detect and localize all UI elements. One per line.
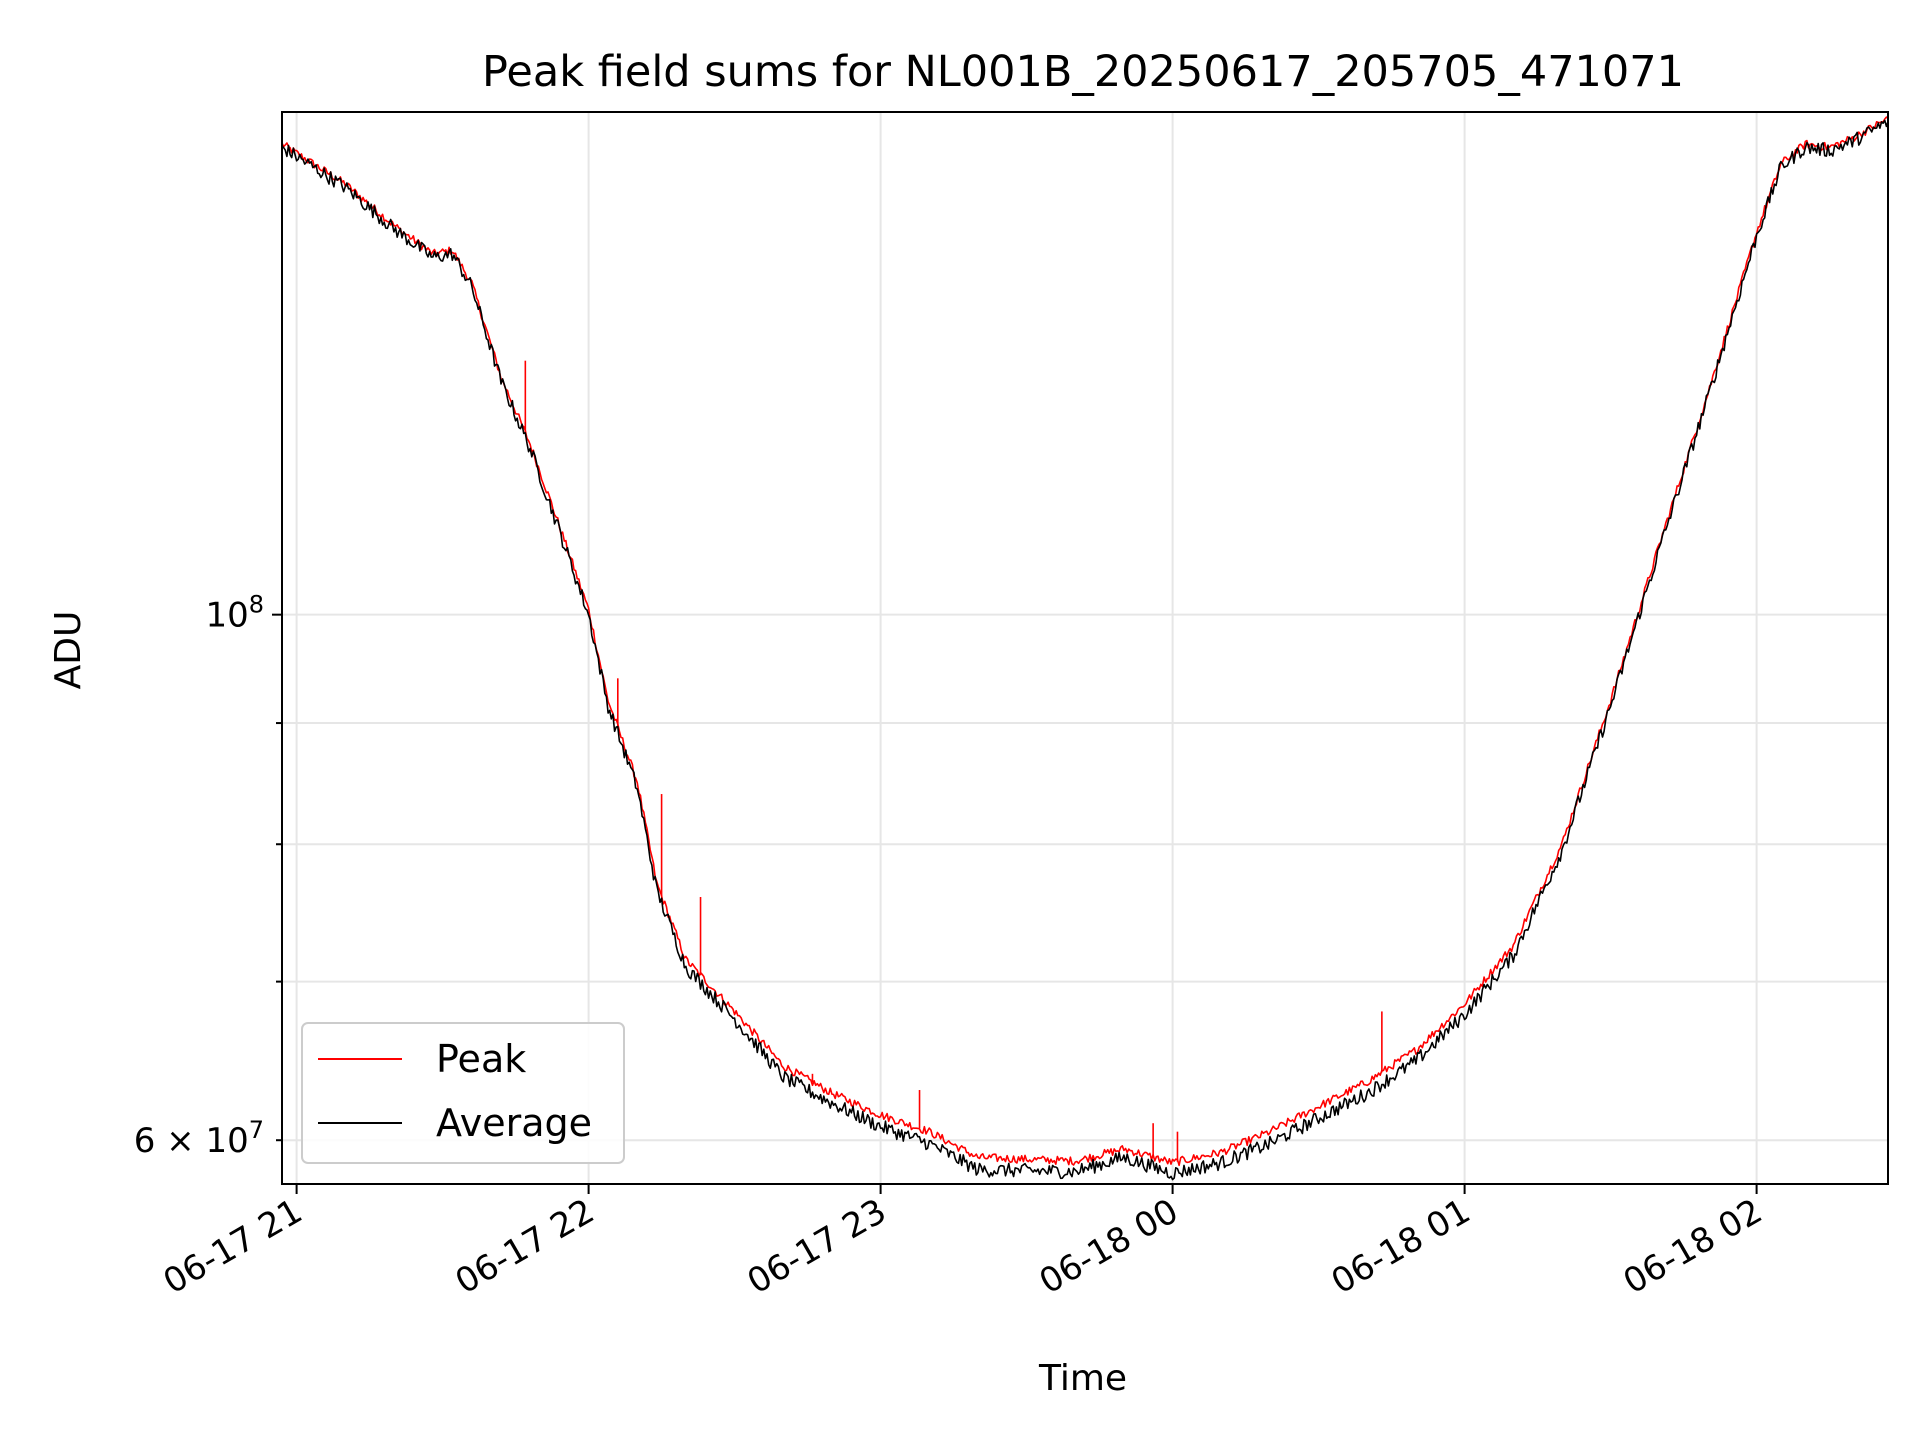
series-group — [282, 116, 1888, 1181]
y-tick-label: 6 × 107 — [134, 1116, 264, 1161]
x-axis-title: Time — [1038, 1358, 1127, 1399]
legend-label-average: Average — [436, 1101, 592, 1145]
legend-label-peak: Peak — [436, 1037, 526, 1081]
y-axis-ticks: 108 6 × 107 — [134, 591, 282, 1161]
series-line-average — [282, 119, 1888, 1181]
legend: Peak Average — [301, 1022, 625, 1164]
y-tick-label: 108 — [205, 591, 264, 636]
chart-title: Peak field sums for NL001B_20250617_2057… — [482, 47, 1684, 97]
y-axis-title: ADU — [48, 611, 89, 690]
axes-frame — [281, 111, 1889, 1185]
